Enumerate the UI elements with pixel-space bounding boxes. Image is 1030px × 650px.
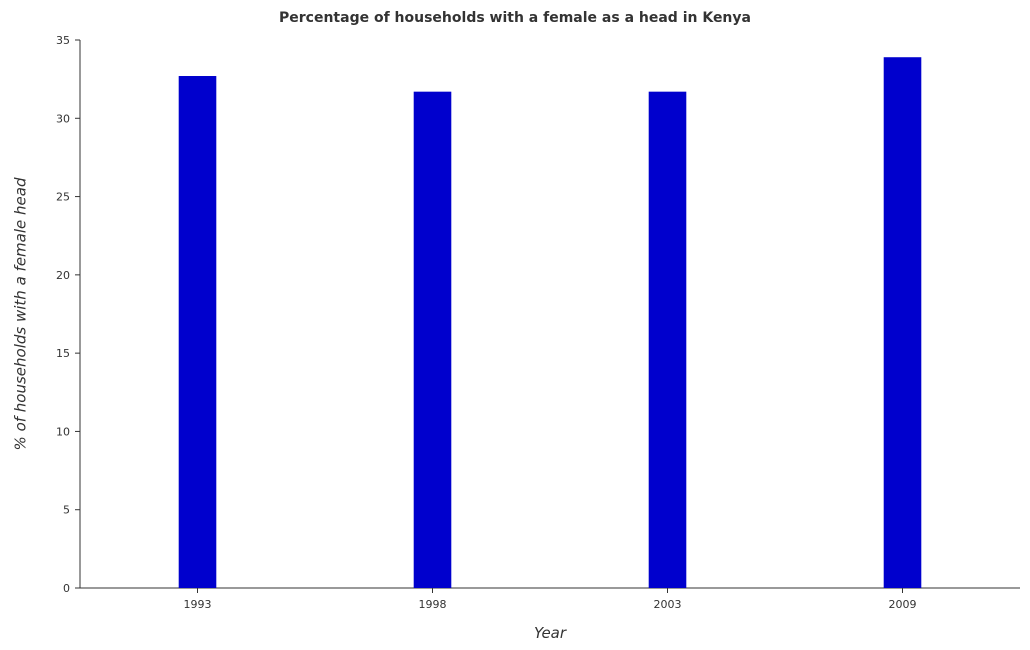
y-tick-label: 10 <box>56 425 70 438</box>
bar-2003 <box>648 91 687 588</box>
bar-1993 <box>178 76 217 589</box>
y-tick-label: 20 <box>56 269 70 282</box>
x-axis-title: Year <box>534 624 567 642</box>
y-tick-label: 25 <box>56 191 70 204</box>
y-axis-title: % of households with a female head <box>11 177 29 450</box>
y-axis: 0 5 10 15 20 25 30 35 <box>56 34 81 595</box>
y-tick-label: 30 <box>56 112 70 125</box>
y-tick-label: 35 <box>56 34 70 47</box>
y-tick-label: 0 <box>63 582 70 595</box>
x-tick-label: 1998 <box>419 598 447 611</box>
chart-title: Percentage of households with a female a… <box>279 10 751 26</box>
bars <box>178 57 922 589</box>
x-tick-label: 1993 <box>184 598 212 611</box>
y-tick-label: 5 <box>63 504 70 517</box>
x-tick-label: 2009 <box>889 598 917 611</box>
bar-1998 <box>413 91 452 588</box>
bar-2009 <box>883 57 922 589</box>
x-tick-label: 2003 <box>654 598 682 611</box>
x-axis: 1993 1998 2003 2009 <box>80 587 1020 611</box>
y-tick-label: 15 <box>56 347 70 360</box>
